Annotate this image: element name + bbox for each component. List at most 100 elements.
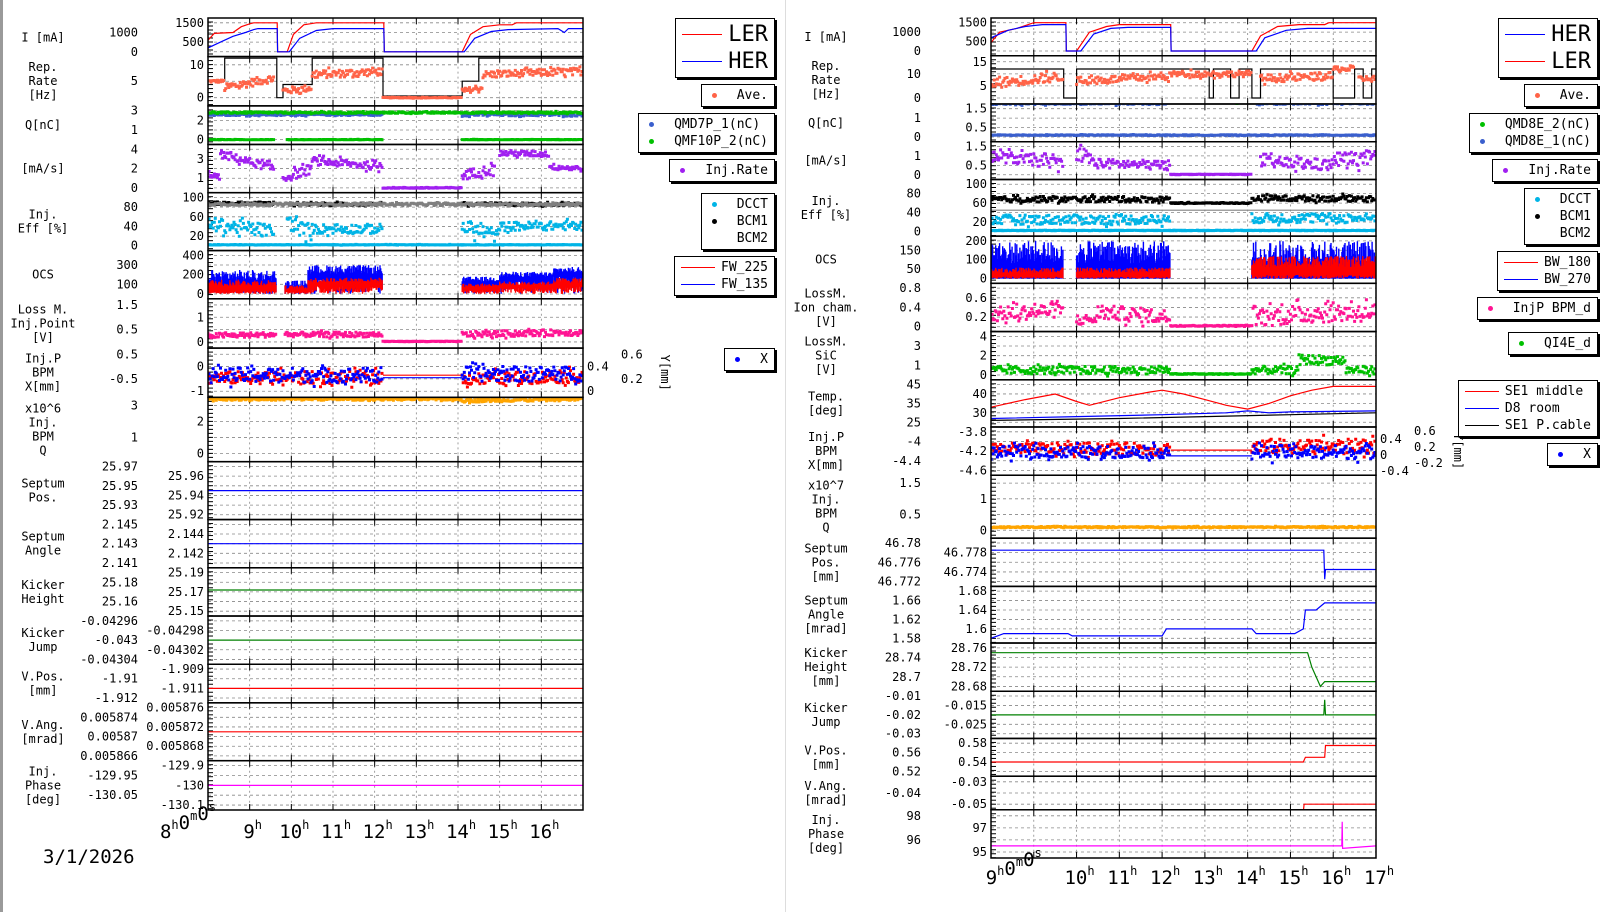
y-tick-label: 40: [124, 219, 138, 233]
legend-loss: InjP BPM_d: [1476, 297, 1598, 320]
y-axis-label: BPM: [32, 366, 54, 380]
legend-item: D8 room: [1464, 400, 1591, 417]
y-axis-label: Kicker: [21, 578, 64, 592]
right-y-tick-label: 0.2: [621, 372, 643, 386]
y-tick-label: 96: [907, 833, 921, 847]
y-axis-label: Inj.P: [25, 352, 61, 366]
series-her-line: [208, 27, 583, 53]
legend-item: SE1 middle: [1464, 383, 1591, 400]
series-bw-180-spikes: [991, 256, 1376, 279]
series-group: [991, 385, 1376, 421]
legend-dot-swatch: [1534, 197, 1540, 202]
legend-label: SE1 middle: [1504, 383, 1584, 399]
y-axis-label: [mm]: [812, 674, 841, 688]
y-tick-label: 4: [131, 142, 138, 156]
y-tick-label: 1.5: [116, 298, 138, 312]
legend-item: DCCT: [708, 196, 768, 213]
y-tick-label: 98: [907, 809, 921, 823]
y-tick-label: 97: [973, 821, 987, 835]
y-axis-label: Height: [804, 660, 847, 674]
panel-frame: [990, 809, 1377, 859]
legend-label: QMD8E_2(nC): [1504, 117, 1591, 132]
y-tick-label: 0: [197, 360, 204, 374]
series-v-pos-line: [991, 744, 1376, 763]
y-axis-label: I [mA]: [804, 30, 847, 44]
y-tick-label: -130: [175, 778, 204, 792]
y-tick-label: 15: [973, 55, 987, 69]
y-exponent-label: x10^7: [808, 479, 844, 493]
panel--ma-s-: 1.5 1 0.5 0 [mA/s]: [804, 139, 1377, 182]
y-tick-label: 25.17: [168, 585, 204, 599]
y-axis-label: Rep.: [812, 59, 841, 73]
y-axis-label: V.Ang.: [21, 718, 64, 732]
series-group: [208, 109, 583, 142]
time-tick-label: 17h: [1364, 864, 1394, 889]
time-axis: 9h0m0s 10h 11h 12h 13h 14h 15h 16h 17h: [986, 846, 1394, 889]
y-axis-label: Inj.P: [808, 430, 844, 444]
y-tick-label: 1: [197, 310, 204, 324]
right-y-tick-label: 0.4: [587, 360, 609, 374]
y-tick-label: -0.04304: [80, 652, 138, 666]
y-axis-label: OCS: [815, 253, 837, 267]
legend-line-swatch: [1464, 424, 1499, 426]
series-group: [208, 361, 583, 389]
legend-line-swatch: [681, 283, 716, 285]
y-axis-label: Q[nC]: [808, 116, 844, 130]
legend-bpm: X: [724, 348, 775, 372]
y-tick-label: 25: [907, 415, 921, 429]
y-axis-label: Septum: [21, 530, 64, 544]
series-ler-line: [991, 22, 1376, 52]
y-tick-label: 1: [914, 111, 921, 125]
y-axis-label: Eff [%]: [18, 222, 69, 236]
y-tick-label: 3: [131, 398, 138, 412]
y-tick-label: 25.95: [102, 479, 138, 493]
series-qmf10p-2-points: [208, 109, 583, 142]
y-axis-label: V.Pos.: [804, 743, 847, 757]
y-tick-label: 0.6: [965, 291, 987, 305]
legend-label: QMD8E_1(nC): [1504, 134, 1591, 149]
y-tick-label: 3: [131, 104, 138, 118]
time-tick-label: 12h: [363, 818, 393, 843]
y-tick-label: -3.8: [958, 425, 987, 439]
y-tick-label: -0.04296: [80, 614, 138, 628]
y-tick-label: 0: [197, 335, 204, 349]
y-axis-label: Inj.: [812, 813, 841, 827]
panel-v-ang-mrad-: 0.005876 0.005874 0.005872 0.00587 0.005868 0…: [21, 701, 584, 763]
series-ler-line: [208, 22, 583, 53]
time-tick-label: 9h0m0s: [986, 846, 1042, 889]
y-tick-label: 1: [131, 123, 138, 137]
y-tick-label: 0.005874: [80, 710, 138, 724]
legend-ocs: BW_180 BW_270: [1497, 251, 1598, 291]
series-d8-room-line: [991, 410, 1376, 420]
panel-ocs: 400 300 200 100 0 OCS: [32, 248, 584, 301]
legend-dot-swatch: [680, 168, 686, 173]
y-tick-label: 0: [131, 239, 138, 253]
legend-item: FW_135: [681, 276, 768, 293]
series-x-points: [208, 361, 583, 389]
time-tick-label: 8h0m0s: [160, 800, 216, 843]
legend-label: SE1 P.cable: [1504, 417, 1591, 433]
legend-item: BW_270: [1504, 271, 1591, 288]
y-axis-label: [mrad]: [804, 622, 847, 636]
y-tick-label: 0: [980, 272, 987, 286]
y-axis-label: [deg]: [808, 403, 844, 417]
legend-ler-her: LER HER: [675, 18, 775, 78]
y-tick-label: 0.005866: [80, 749, 138, 763]
y-tick-label: 150: [899, 243, 921, 257]
series-injp-bpm-d-points: [991, 298, 1376, 328]
legend-label: Ave.: [1559, 88, 1591, 103]
right-y-tick-label: 0.2: [1414, 440, 1436, 454]
series-group: [991, 652, 1376, 688]
y-tick-label: 1: [914, 149, 921, 163]
panel-frame: [207, 396, 584, 463]
y-tick-label: -0.043: [95, 633, 138, 647]
y-tick-label: 25.19: [168, 566, 204, 580]
y-axis-label: Pos.: [29, 491, 58, 505]
y-tick-label: -0.05: [951, 797, 987, 811]
y-tick-label: -4: [907, 434, 921, 448]
panel-frame: [990, 178, 1377, 237]
panel-frame: [207, 17, 584, 58]
y-axis-label: [V]: [815, 363, 837, 377]
legend-label: QMD7P_1(nC): [674, 117, 761, 132]
